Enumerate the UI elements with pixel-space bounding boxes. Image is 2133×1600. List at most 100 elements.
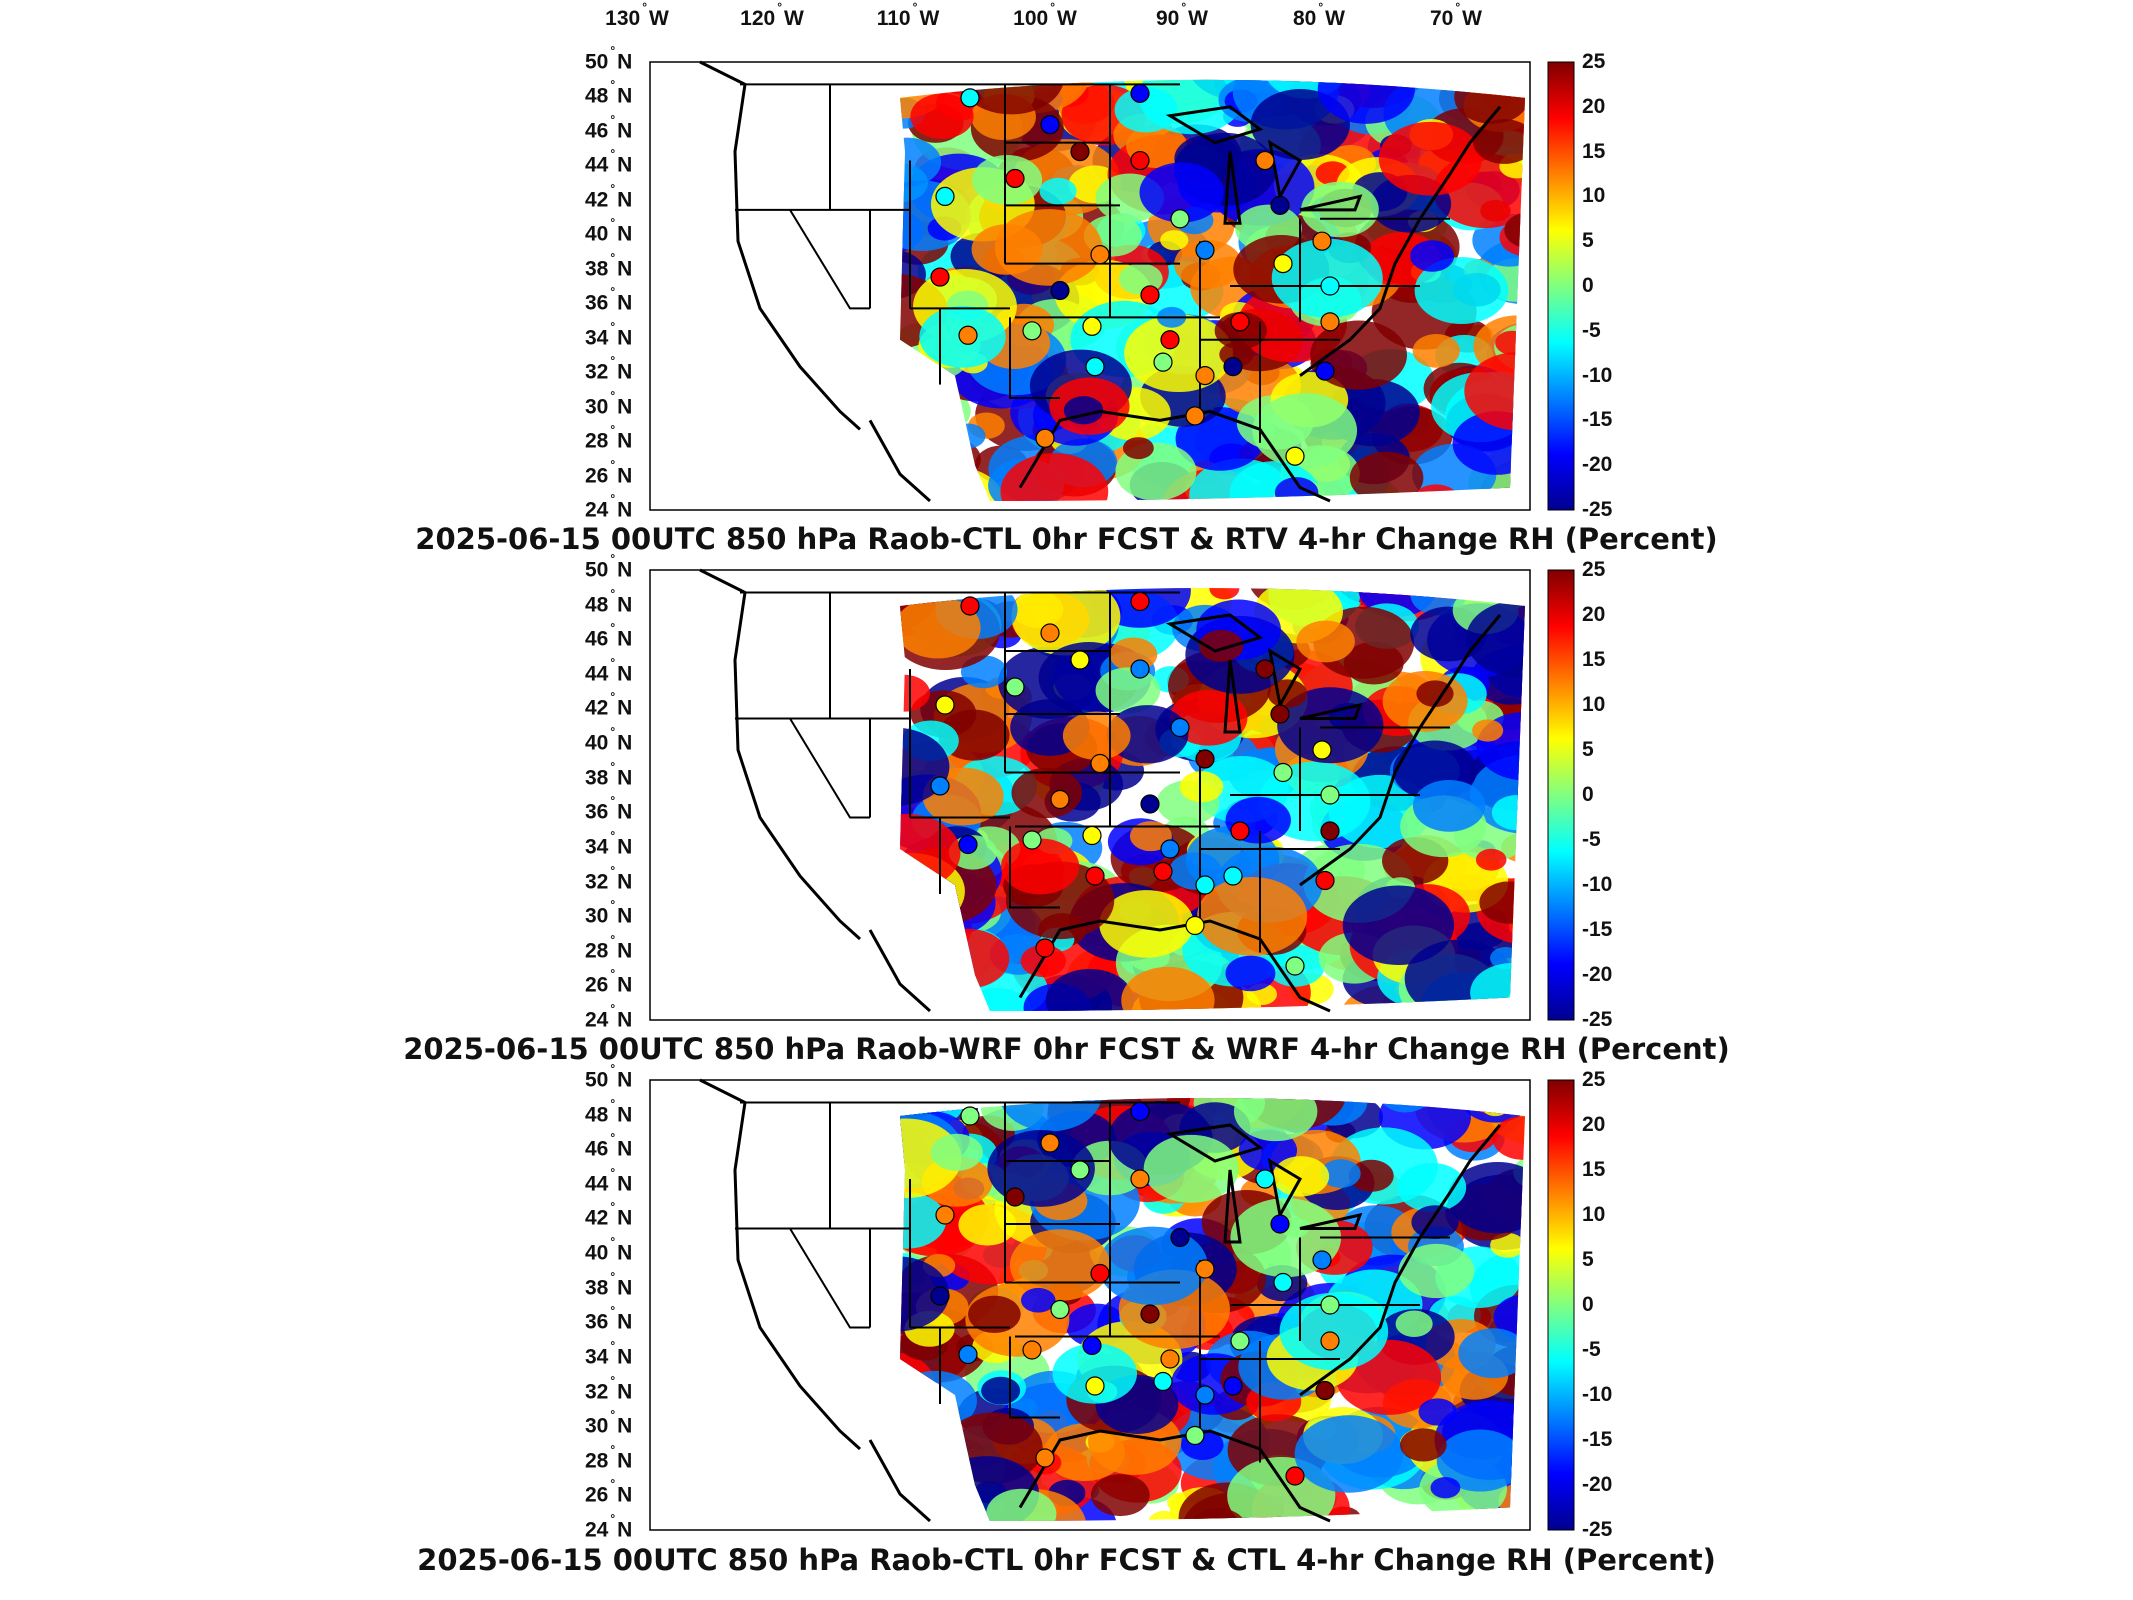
raob-station-marker bbox=[1130, 1169, 1150, 1189]
raob-station-marker bbox=[935, 1205, 955, 1225]
latitude-label: 30 °N bbox=[585, 388, 633, 419]
latitude-label: 44 °N bbox=[585, 655, 633, 686]
latitude-label: 38 °N bbox=[585, 250, 633, 281]
map-frame-border bbox=[649, 61, 1531, 511]
raob-station-marker bbox=[1170, 717, 1190, 738]
colorbar-tick-label: -15 bbox=[1582, 1428, 1613, 1451]
raob-station-marker bbox=[1130, 150, 1150, 171]
colorbar-tick-label: 5 bbox=[1582, 738, 1594, 761]
colorbar-tick-label: -5 bbox=[1582, 1338, 1601, 1361]
longitude-label: 110 °W bbox=[876, 0, 940, 30]
colorbar-tick-label: 25 bbox=[1582, 1068, 1606, 1091]
latitude-label: 34 °N bbox=[585, 319, 633, 350]
colorbar-tick-label: -25 bbox=[1582, 1518, 1613, 1541]
raob-station-marker bbox=[1185, 915, 1205, 936]
colorbar-tick-label: 20 bbox=[1582, 1113, 1606, 1136]
colorbar bbox=[1547, 61, 1575, 511]
rh-change-field bbox=[900, 79, 1525, 502]
raob-station-marker bbox=[1312, 1250, 1332, 1270]
coastline bbox=[699, 1078, 1502, 1523]
latitude-label: 28 °N bbox=[585, 422, 633, 453]
colorbar-tick-label: -10 bbox=[1582, 873, 1613, 896]
colorbar-tick-label: 0 bbox=[1582, 274, 1594, 297]
latitude-label: 34 °N bbox=[585, 1338, 633, 1369]
latitude-label: 30 °N bbox=[585, 1407, 633, 1438]
colorbar-tick-label: -25 bbox=[1582, 498, 1613, 521]
latitude-label: 46 °N bbox=[585, 1130, 633, 1161]
latitude-label: 34 °N bbox=[585, 828, 633, 859]
latitude-label: 24 °N bbox=[585, 1511, 633, 1542]
raob-station-marker bbox=[1140, 285, 1160, 305]
panel-title: 2025-06-15 00UTC 850 hPa Raob-WRF 0hr FC… bbox=[403, 1032, 1730, 1066]
raob-station-marker bbox=[1273, 762, 1293, 783]
latitude-label: 42 °N bbox=[585, 181, 633, 212]
raob-station-marker bbox=[1195, 240, 1215, 260]
latitude-label: 44 °N bbox=[585, 146, 633, 177]
raob-station-marker bbox=[1270, 195, 1290, 215]
latitude-label: 42 °N bbox=[585, 689, 633, 720]
raob-station-marker bbox=[1320, 821, 1340, 841]
raob-station-marker bbox=[958, 1344, 978, 1365]
latitude-label: 30 °N bbox=[585, 897, 633, 928]
raob-station-marker bbox=[1315, 361, 1335, 381]
raob-stations bbox=[930, 591, 1340, 976]
longitude-label: 120 °W bbox=[740, 0, 804, 30]
raob-station-marker bbox=[1223, 1376, 1243, 1396]
raob-station-marker bbox=[1070, 650, 1090, 670]
latitude-label: 40 °N bbox=[585, 724, 633, 755]
raob-station-marker bbox=[1255, 1169, 1275, 1189]
raob-station-marker bbox=[1130, 659, 1150, 679]
raob-station-marker bbox=[1315, 870, 1335, 891]
raob-station-marker bbox=[1270, 704, 1290, 724]
rh-change-field bbox=[900, 1098, 1525, 1521]
state-boundaries bbox=[735, 591, 1450, 953]
raob-station-marker bbox=[1050, 280, 1070, 301]
colorbar-tick-label: 5 bbox=[1582, 1248, 1594, 1271]
raob-station-marker bbox=[1185, 1425, 1205, 1446]
latitude-label: 42 °N bbox=[585, 1199, 633, 1230]
raob-station-marker bbox=[1223, 866, 1243, 886]
raob-station-marker bbox=[1082, 1335, 1102, 1356]
latitude-label: 50 °N bbox=[585, 43, 633, 74]
raob-station-marker bbox=[1195, 875, 1215, 895]
latitude-label: 26 °N bbox=[585, 1476, 633, 1507]
longitude-label: 130 °W bbox=[605, 0, 669, 30]
raob-station-marker bbox=[1312, 740, 1332, 760]
latitude-label: 32 °N bbox=[585, 353, 633, 384]
latitude-label: 48 °N bbox=[585, 77, 633, 108]
raob-station-marker bbox=[1050, 1299, 1070, 1320]
raob-station-marker bbox=[1070, 1160, 1090, 1180]
raob-station-marker bbox=[1130, 1101, 1150, 1122]
map-frame-border bbox=[649, 569, 1531, 1021]
panel-title: 2025-06-15 00UTC 850 hPa Raob-CTL 0hr FC… bbox=[415, 522, 1718, 556]
latitude-label: 48 °N bbox=[585, 1096, 633, 1127]
raob-station-marker bbox=[1085, 1376, 1105, 1396]
raob-station-marker bbox=[1090, 245, 1110, 265]
raob-station-marker bbox=[1312, 231, 1332, 251]
colorbar-tick-label: 15 bbox=[1582, 139, 1606, 163]
colorbar-tick-label: 15 bbox=[1582, 648, 1606, 671]
colorbar-tick-label: 10 bbox=[1582, 184, 1606, 208]
coastline bbox=[699, 568, 1502, 1013]
raob-station-marker bbox=[1040, 1133, 1060, 1153]
raob-station-marker bbox=[1320, 276, 1340, 296]
raob-station-marker bbox=[1085, 866, 1105, 886]
raob-station-marker bbox=[935, 186, 955, 206]
raob-station-marker bbox=[1153, 1371, 1173, 1392]
raob-station-marker bbox=[930, 1286, 950, 1306]
raob-station-marker bbox=[1273, 1272, 1293, 1293]
raob-station-marker bbox=[1160, 839, 1180, 859]
raob-station-marker bbox=[1040, 115, 1060, 135]
colorbar bbox=[1547, 1079, 1575, 1531]
map-panel-graphic bbox=[649, 60, 1575, 511]
raob-station-marker bbox=[1153, 352, 1173, 372]
panel-title: 2025-06-15 00UTC 850 hPa Raob-CTL 0hr FC… bbox=[417, 1543, 1716, 1577]
raob-station-marker bbox=[1185, 406, 1205, 426]
colorbar-tick-label: 0 bbox=[1582, 1293, 1594, 1316]
raob-station-marker bbox=[1320, 312, 1340, 332]
raob-station-marker bbox=[1130, 83, 1150, 103]
colorbar-tick-label: 25 bbox=[1582, 558, 1606, 581]
raob-station-marker bbox=[1320, 785, 1340, 805]
longitude-label: 90 °W bbox=[1156, 0, 1208, 30]
